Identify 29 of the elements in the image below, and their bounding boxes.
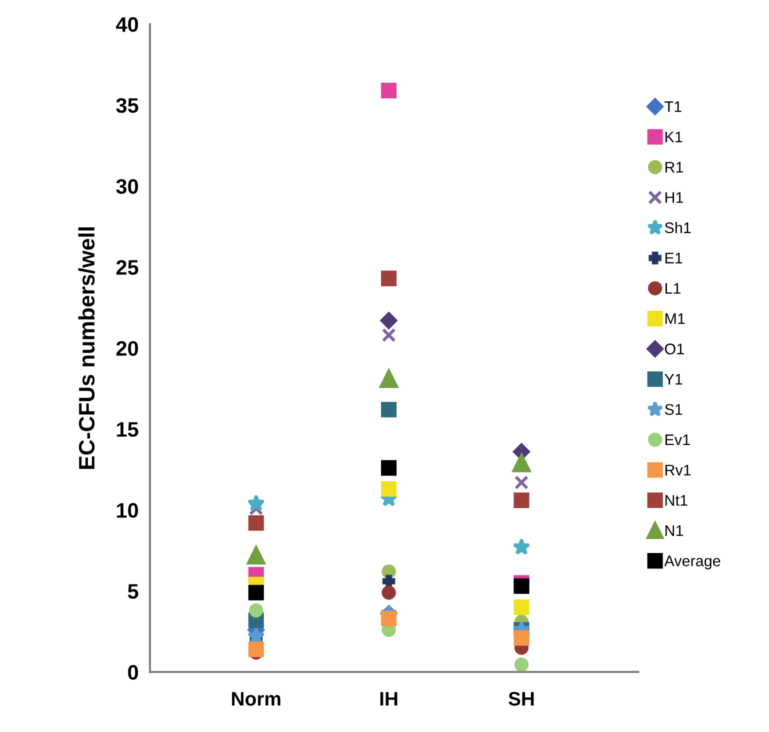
y-tick-label: 5	[128, 584, 138, 599]
y-tick-label: 30	[116, 179, 138, 194]
legend-label: Average	[664, 556, 720, 570]
legend-label: S1	[664, 404, 682, 415]
legend-label: Ev1	[665, 434, 690, 446]
y-axis-title: EC-CFUs numbers/well	[78, 227, 95, 469]
legend-label: Y1	[664, 374, 682, 384]
legend-label: H1	[665, 192, 684, 203]
legend-label: O1	[664, 344, 684, 354]
y-tick-label: 35	[116, 98, 138, 113]
legend-label: L1	[665, 283, 680, 294]
legend-label: Sh1	[664, 222, 691, 234]
legend-label: Rv1	[665, 464, 691, 476]
legend-label: N1	[665, 525, 684, 536]
y-tick-label: 0	[128, 664, 138, 680]
x-tick-label: Norm	[232, 692, 280, 706]
x-tick-label: IH	[380, 692, 398, 706]
x-tick-label: SH	[508, 692, 534, 706]
y-tick-label: 15	[116, 422, 138, 437]
legend-label: R1	[665, 162, 684, 172]
y-tick-label: 25	[116, 260, 138, 275]
y-tick-label: 10	[116, 503, 138, 518]
y-tick-label: 20	[116, 341, 138, 356]
legend-label: T1	[664, 101, 682, 112]
y-tick-label: 40	[116, 17, 138, 32]
legend-label: K1	[665, 132, 682, 142]
legend-label: Nt1	[665, 495, 688, 506]
legend-label: M1	[665, 313, 685, 324]
legend-label: E1	[665, 252, 682, 264]
